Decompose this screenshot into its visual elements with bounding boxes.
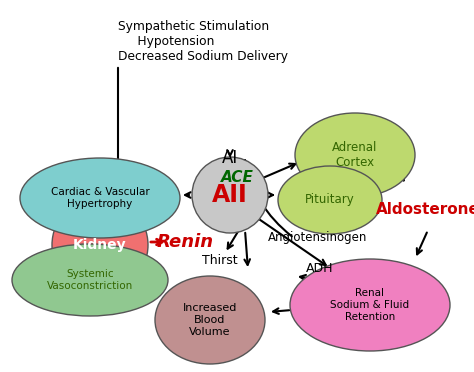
Text: Sympathetic Stimulation
     Hypotension
Decreased Sodium Delivery: Sympathetic Stimulation Hypotension Decr… — [118, 20, 288, 63]
Ellipse shape — [192, 157, 268, 233]
Ellipse shape — [12, 244, 168, 316]
Text: Renal
Sodium & Fluid
Retention: Renal Sodium & Fluid Retention — [330, 288, 410, 322]
Text: Pituitary: Pituitary — [305, 193, 355, 206]
Ellipse shape — [295, 113, 415, 197]
Text: AI: AI — [222, 149, 238, 167]
Ellipse shape — [290, 259, 450, 351]
Ellipse shape — [155, 276, 265, 364]
Text: Increased
Blood
Volume: Increased Blood Volume — [183, 304, 237, 337]
Text: ACE: ACE — [220, 170, 254, 186]
Text: ADH: ADH — [306, 262, 334, 275]
Text: Adrenal
Cortex: Adrenal Cortex — [332, 141, 378, 169]
Text: Thirst: Thirst — [202, 253, 238, 266]
Text: Cardiac & Vascular
Hypertrophy: Cardiac & Vascular Hypertrophy — [51, 187, 149, 209]
Text: Systemic
Vasoconstriction: Systemic Vasoconstriction — [47, 269, 133, 291]
Text: Renin: Renin — [156, 233, 214, 251]
Text: Aldosterone: Aldosterone — [376, 202, 474, 218]
Text: AII: AII — [212, 183, 248, 207]
Text: Angiotensinogen: Angiotensinogen — [268, 231, 368, 244]
Text: Kidney: Kidney — [73, 238, 127, 252]
Ellipse shape — [278, 166, 382, 234]
Ellipse shape — [20, 158, 180, 238]
Ellipse shape — [52, 197, 148, 293]
